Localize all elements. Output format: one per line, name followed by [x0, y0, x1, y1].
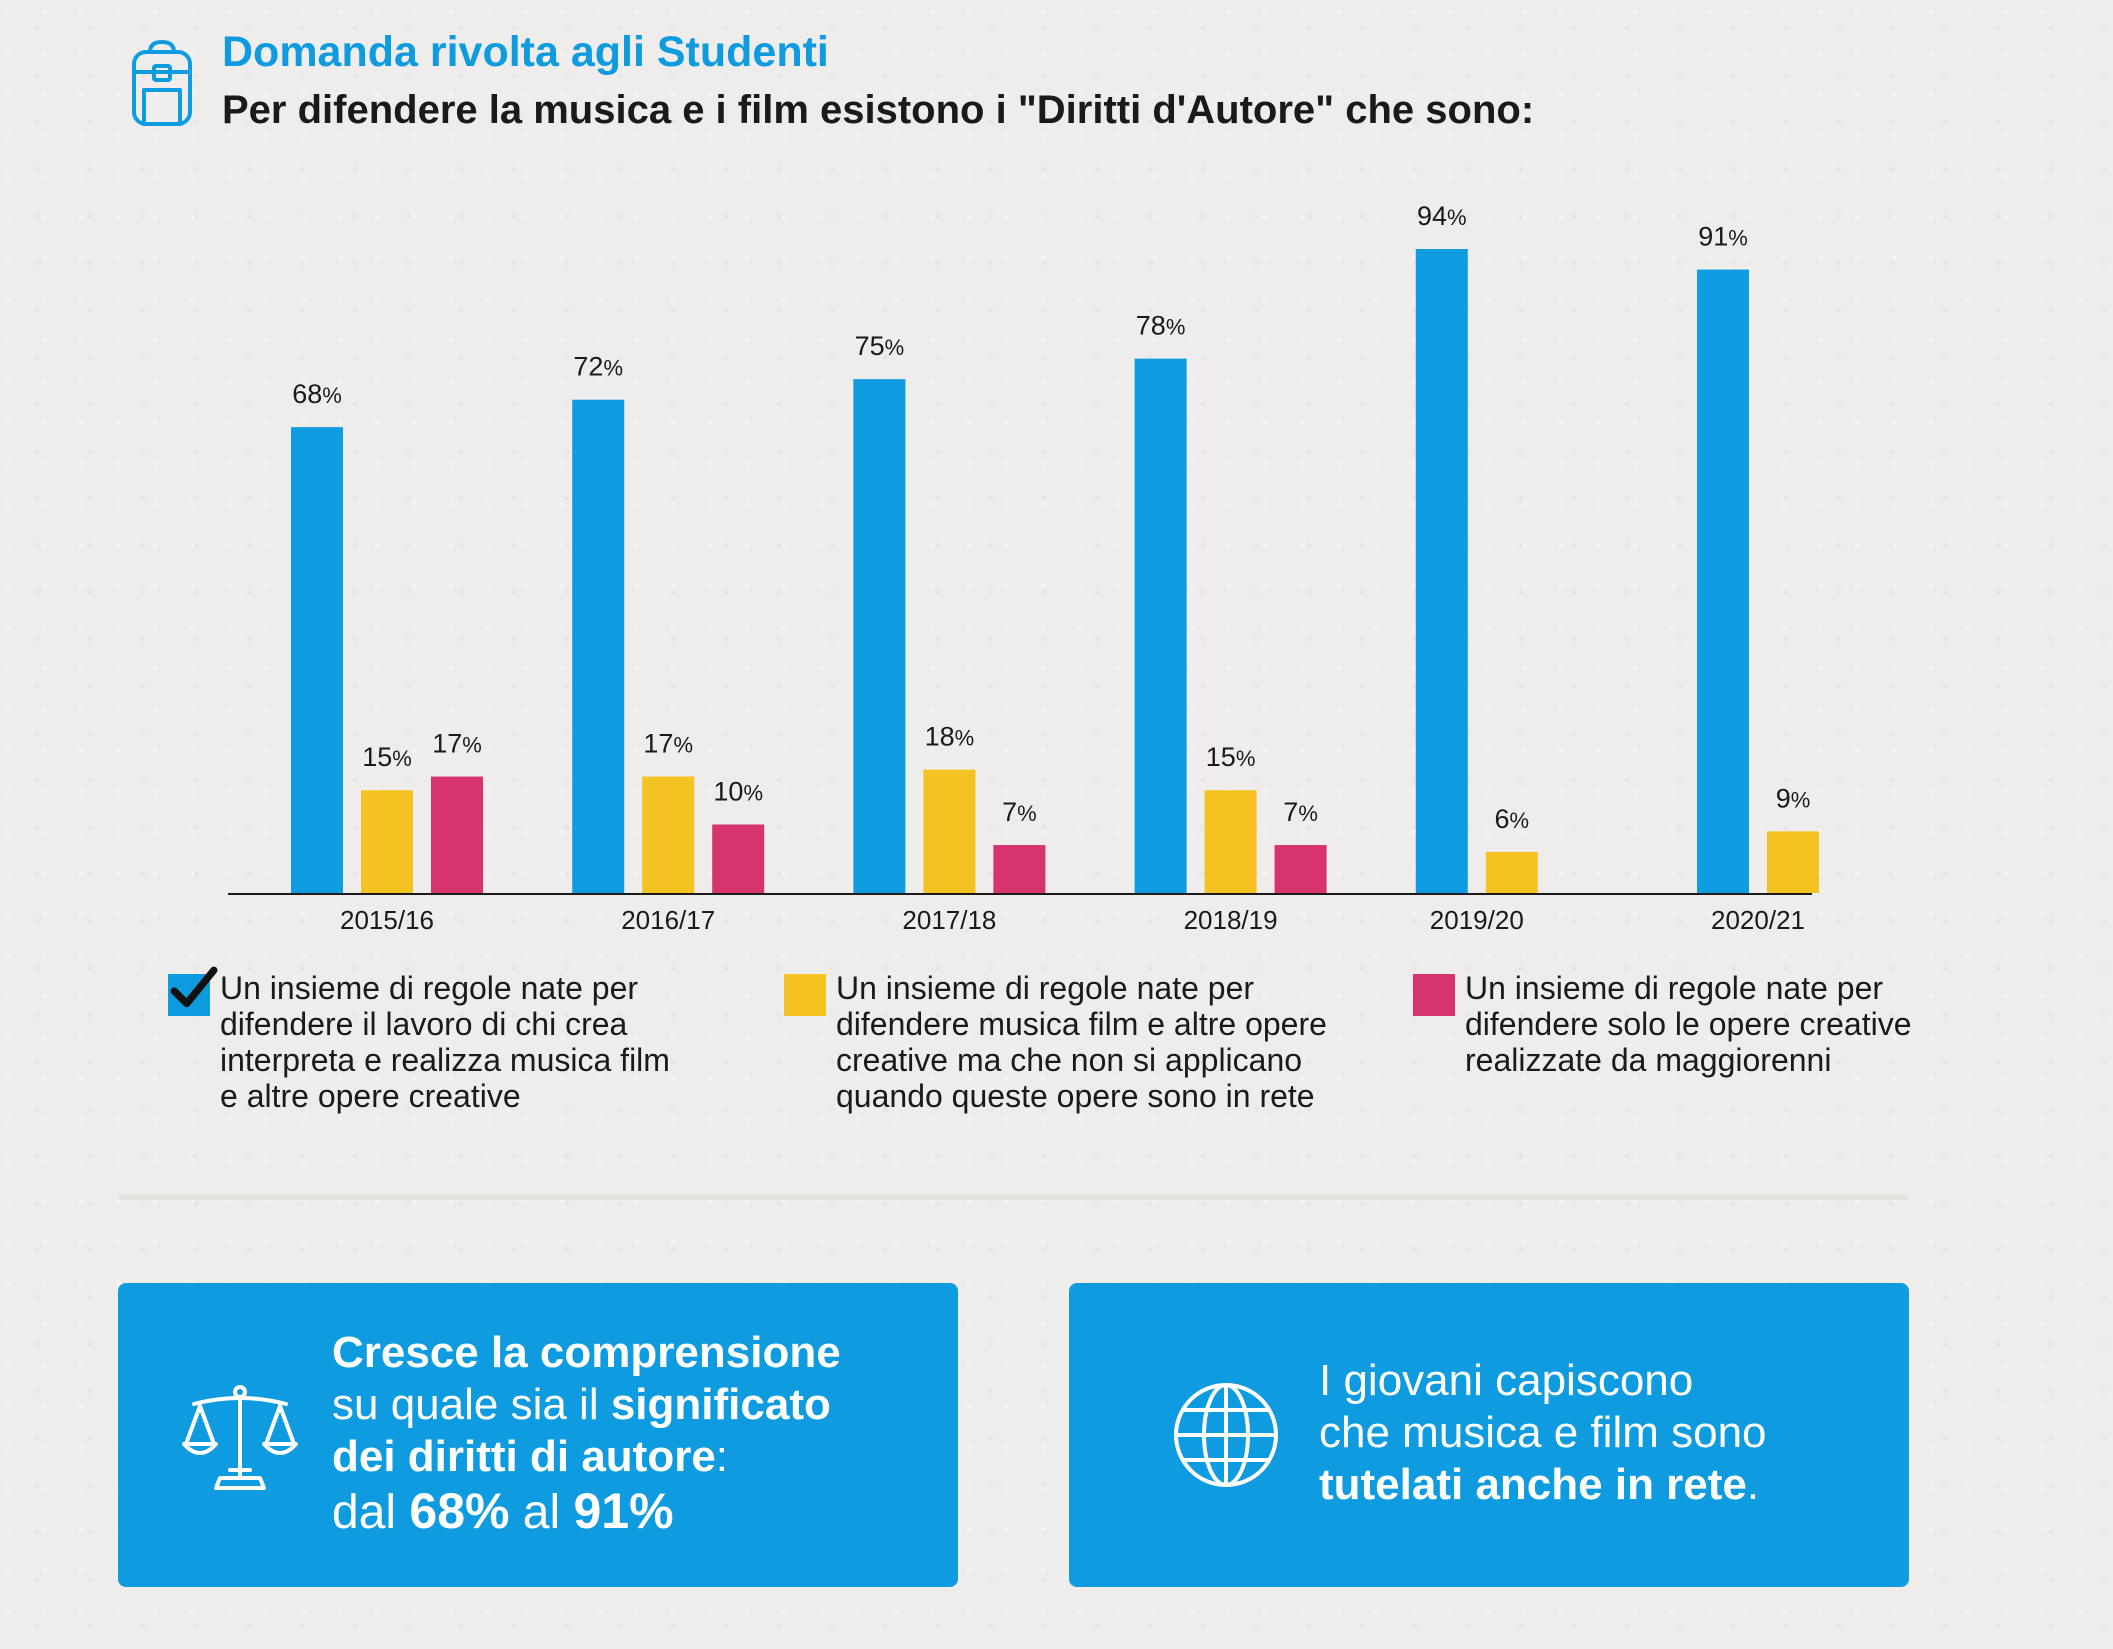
survey-question: Per difendere la musica e i film esiston… [222, 88, 1535, 132]
section-divider [118, 1194, 1908, 1200]
bar-2018-19-series-3 [1274, 845, 1327, 893]
data-label: 75% [855, 331, 905, 361]
bar-2018-19-series-1 [1134, 358, 1187, 893]
bar-2019-20-series-1 [1415, 249, 1468, 893]
data-label: 18% [925, 722, 975, 752]
data-label: 10% [713, 776, 763, 806]
insight-card-comprehension: Cresce la comprensione su quale sia il s… [118, 1283, 958, 1587]
bar-chart: 68% 15% 17% 2015/16 72% 17% 10% 2016/17 75% 18% 7%… [228, 201, 1819, 935]
data-label: 78% [1136, 311, 1186, 341]
card-line-3b: : [715, 1432, 729, 1481]
legend-item: Un insieme di regole nate per difendere m… [784, 970, 1384, 1114]
legend-label-line: difendere il lavoro di chi crea [220, 1006, 628, 1042]
checkmark-icon [170, 966, 218, 1008]
bar-2019-20-series-2 [1485, 851, 1538, 893]
bar-2020-21-series-2 [1767, 831, 1819, 893]
card-line-3a: tutelati anche in rete [1319, 1460, 1747, 1509]
bar-2016-17-series-1 [572, 399, 625, 893]
x-tick-label: 2015/16 [340, 905, 434, 935]
data-label: 17% [643, 729, 693, 759]
data-label: 72% [573, 352, 623, 382]
legend-label: Un insieme di regole nate per difendere i… [220, 970, 768, 1114]
data-label: 94% [1417, 201, 1467, 231]
card-line-1: I giovani capiscono [1319, 1356, 1694, 1405]
data-label: 6% [1495, 804, 1530, 834]
card-line-4b: 68% [409, 1483, 510, 1539]
card-line-4a: dal [332, 1486, 410, 1539]
page-title: Domanda rivolta agli Studenti [222, 28, 829, 76]
legend-label: Un insieme di regole nate per difendere m… [836, 970, 1384, 1114]
legend-label-line: difendere solo le opere creative [1465, 1006, 1912, 1042]
bar-2015-16-series-2 [361, 790, 413, 893]
card-line-2b: significato [610, 1380, 831, 1429]
legend-label-line: difendere musica film e altre opere [836, 1006, 1327, 1042]
data-label: 91% [1698, 222, 1748, 252]
card-line-3a: dei diritti di autore [332, 1432, 716, 1481]
legend-label-line: Un insieme di regole nate per [1465, 970, 1884, 1006]
x-tick-label: 2017/18 [902, 905, 996, 935]
legend-item: Un insieme di regole nate per difendere s… [1413, 970, 2013, 1078]
bar-2018-19-series-2 [1204, 790, 1257, 893]
card-line-2a: su quale sia il [332, 1380, 611, 1429]
legend-label-line: quando queste opere sono in rete [836, 1078, 1315, 1114]
legend-item: Un insieme di regole nate per difendere i… [168, 966, 768, 1114]
legend-label: Un insieme di regole nate per difendere s… [1465, 970, 2013, 1078]
card-line-2: che musica e film sono [1319, 1408, 1767, 1457]
x-tick-label: 2018/19 [1184, 905, 1278, 935]
data-label: 15% [362, 742, 412, 772]
legend-label-line: Un insieme di regole nate per [220, 970, 639, 1006]
x-tick-label: 2016/17 [621, 905, 715, 935]
data-label: 9% [1776, 783, 1811, 813]
bar-2016-17-series-2 [642, 776, 695, 893]
legend-label-line: interpreta e realizza musica film [220, 1042, 670, 1078]
legend-swatch [1413, 974, 1455, 1016]
bar-2020-21-series-1 [1697, 269, 1749, 893]
data-label: 68% [292, 379, 342, 409]
data-label: 7% [1283, 797, 1318, 827]
scales-icon [182, 1385, 298, 1490]
data-label: 7% [1002, 797, 1037, 827]
bar-2017-18-series-1 [853, 379, 906, 893]
backpack-icon [132, 40, 192, 126]
legend-swatch [784, 974, 826, 1016]
data-label: 15% [1206, 742, 1256, 772]
card-line-1: Cresce la comprensione [332, 1328, 841, 1377]
data-label: 17% [432, 729, 482, 759]
bar-2017-18-series-3 [993, 845, 1046, 893]
x-tick-label: 2020/21 [1711, 905, 1805, 935]
card-line-4d: 91% [573, 1483, 674, 1539]
legend-label-line: e altre opere creative [220, 1078, 521, 1114]
insight-card-online: I giovani capiscono che musica e film so… [1069, 1283, 1909, 1587]
bar-2017-18-series-2 [923, 769, 976, 893]
bar-2016-17-series-3 [712, 824, 765, 893]
card-line-3b: . [1746, 1460, 1760, 1509]
card-line-4c: al [509, 1486, 574, 1539]
legend-label-line: Un insieme di regole nate per [836, 970, 1255, 1006]
bar-2015-16-series-1 [291, 427, 343, 893]
x-tick-label: 2019/20 [1430, 905, 1524, 935]
bar-2015-16-series-3 [431, 776, 483, 893]
legend-label-line: creative ma che non si applicano [836, 1042, 1303, 1078]
legend-label-line: realizzate da maggiorenni [1465, 1042, 1832, 1078]
globe-icon [1174, 1383, 1278, 1487]
legend-swatch [168, 966, 218, 1016]
